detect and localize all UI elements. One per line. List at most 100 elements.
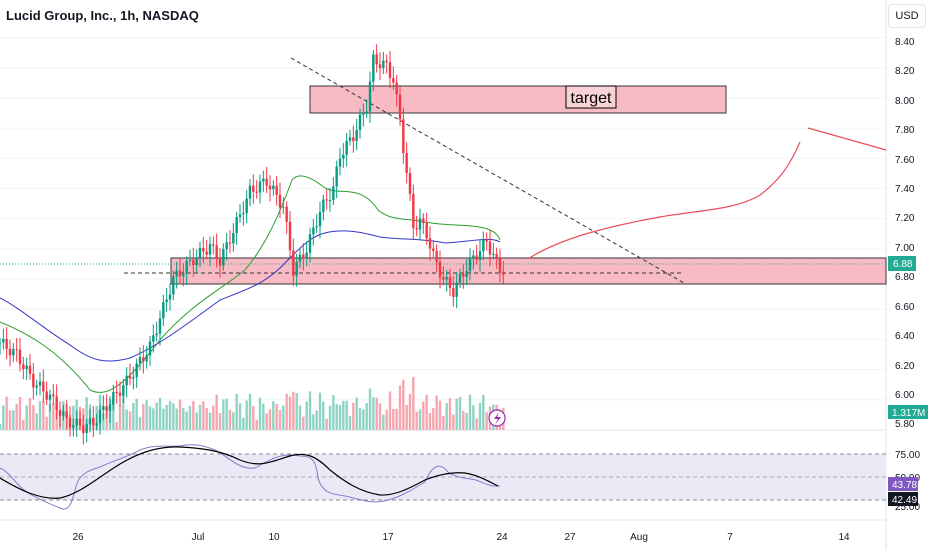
volume-bar — [248, 393, 252, 430]
volume-bar — [328, 405, 332, 430]
candle-body — [235, 217, 238, 233]
candle-body — [78, 418, 82, 426]
volume-bar — [325, 418, 328, 430]
candle-body — [192, 259, 195, 266]
price-tick: 6.60 — [895, 302, 915, 313]
volume-bar — [282, 405, 285, 430]
candle-body — [108, 404, 112, 411]
candle-body — [462, 273, 465, 277]
volume-bar — [15, 403, 18, 430]
candle-body — [25, 365, 28, 370]
volume-bar — [215, 394, 218, 430]
candle-body — [388, 62, 392, 79]
candle-body — [18, 349, 22, 365]
currency-button[interactable]: USD — [888, 4, 926, 28]
volume-bar — [462, 411, 465, 430]
volume-bar — [392, 408, 395, 430]
candle-body — [375, 54, 378, 65]
support-zone[interactable] — [170, 257, 887, 285]
candle-body — [2, 338, 5, 343]
candle-body — [345, 140, 348, 155]
volume-bar — [262, 403, 265, 430]
candle-body — [88, 418, 92, 425]
target-label-box[interactable] — [565, 85, 617, 109]
candle-body — [428, 238, 432, 249]
time-tick: 7 — [727, 532, 733, 543]
time-tick: Aug — [630, 532, 648, 543]
rsi-ma-tag — [888, 492, 918, 506]
volume-bar — [238, 403, 242, 430]
chart-title: Lucid Group, Inc., 1h, NASDAQ — [6, 8, 199, 23]
candle-body — [258, 181, 262, 193]
volume-bar — [288, 396, 292, 430]
volume-bar — [432, 408, 435, 430]
volume-bar — [202, 401, 205, 430]
projection-line-upper[interactable] — [807, 127, 887, 151]
candle-body — [42, 381, 45, 392]
volume-tag — [888, 405, 928, 419]
candle-body — [492, 254, 495, 256]
candle-body — [32, 373, 35, 388]
volume-bar — [292, 391, 295, 430]
last-price-label: 6.88 — [893, 259, 913, 270]
candle-body — [285, 206, 288, 222]
candle-body — [348, 137, 352, 141]
volume-bar — [138, 417, 142, 430]
candle-body — [175, 270, 178, 277]
ma-blue-line — [0, 230, 501, 362]
volume-bar — [35, 413, 38, 430]
volume-bar — [175, 408, 178, 430]
candle-body — [455, 282, 458, 297]
candle-body — [15, 349, 18, 351]
candle-body — [265, 178, 268, 186]
volume-bar — [168, 401, 172, 430]
candle-body — [485, 239, 488, 242]
last-price-tag — [888, 256, 916, 271]
candle-body — [172, 276, 175, 295]
price-tick: 8.20 — [895, 66, 915, 77]
price-tick: 7.20 — [895, 213, 915, 224]
volume-bar — [365, 403, 368, 430]
volume-bar — [132, 402, 135, 430]
candle-body — [358, 114, 362, 130]
volume-bar — [458, 397, 462, 430]
candle-body — [432, 248, 435, 252]
volume-bar — [415, 411, 418, 430]
volume-bar — [102, 413, 105, 430]
candle-body — [165, 299, 168, 303]
candle-body — [142, 357, 145, 362]
rsi-value-tag — [888, 477, 918, 491]
candle-body — [185, 261, 188, 274]
volume-bar — [345, 400, 348, 430]
candle-body — [205, 251, 208, 255]
projection-curve[interactable] — [527, 141, 801, 260]
volume-bar — [118, 404, 122, 430]
price-tick: 7.80 — [895, 125, 915, 136]
candle-body — [128, 375, 132, 379]
volume-bar — [352, 402, 355, 430]
volume-bar — [235, 393, 238, 430]
volume-bar — [485, 412, 488, 430]
candle-body — [378, 64, 382, 69]
candle-body — [115, 392, 118, 394]
candle-body — [208, 244, 212, 255]
volume-bar — [255, 419, 258, 430]
candle-body — [125, 375, 128, 386]
price-tick: 6.40 — [895, 331, 915, 342]
price-tick: 7.60 — [895, 155, 915, 166]
candle-body — [418, 218, 422, 230]
volume-bar — [72, 405, 75, 430]
target-zone[interactable] — [309, 85, 727, 114]
trend-line[interactable] — [290, 57, 685, 284]
volume-bar — [155, 402, 158, 430]
volume-bar — [12, 410, 15, 430]
candle-body — [478, 251, 482, 260]
candle-body — [82, 425, 85, 433]
volume-bar — [145, 400, 148, 430]
volume-bar — [375, 397, 378, 430]
volume-bar — [468, 394, 472, 430]
candle-body — [292, 250, 295, 276]
volume-bar — [228, 409, 232, 430]
volume-bar — [198, 404, 202, 430]
